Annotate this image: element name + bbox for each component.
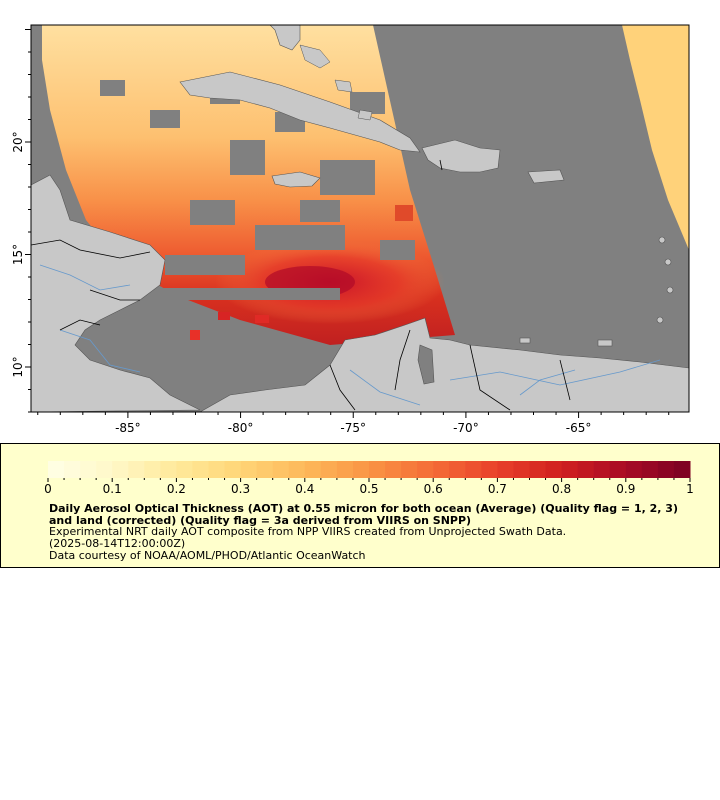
colorbar-swatches <box>48 461 691 478</box>
aot-pixel <box>255 315 269 323</box>
colorbar-tick-label: 0.3 <box>231 482 250 496</box>
country-borders <box>31 159 571 411</box>
map-plot-area <box>31 25 689 412</box>
colorbar-swatch <box>96 461 113 478</box>
colorbar-swatch <box>240 461 258 478</box>
legend-panel: 0 0.1 0.2 0.3 0.4 0.5 0.6 0.7 0.8 0.9 1 Daily Aero… <box>0 443 720 568</box>
colorbar-tick-label: 0 <box>44 482 52 496</box>
land <box>31 71 689 412</box>
colorbar-tick-label: 0.6 <box>424 482 443 496</box>
colorbar-swatch <box>80 461 97 478</box>
land-lake-maracaibo <box>417 344 435 385</box>
latitude-axis: 20° 15° 10° <box>11 29 31 413</box>
colorbar-swatch <box>561 461 579 478</box>
no-data-gaps <box>100 80 415 300</box>
land-bahamas <box>299 44 373 121</box>
colorbar-swatch <box>449 461 466 478</box>
colorbar-swatch <box>208 461 226 478</box>
longitude-label: -80° <box>228 421 254 435</box>
colorbar-swatch <box>112 461 129 478</box>
colorbar-tick-label: 0.7 <box>488 482 507 496</box>
land-island <box>597 339 613 347</box>
colorbar-tick-label: 0.1 <box>103 482 122 496</box>
land-central-america <box>31 174 201 412</box>
viirs-swath-east <box>622 25 689 250</box>
land-island <box>666 286 674 294</box>
colorbar-swatch <box>529 461 547 478</box>
colorbar-swatch <box>385 461 402 478</box>
colorbar-swatch <box>272 461 290 478</box>
colorbar-swatch <box>128 461 145 478</box>
land-island <box>664 258 672 266</box>
colorbar-swatch <box>577 461 595 478</box>
map-figure: -85° -80° -75° -70° -65° 20° 15° 10° <box>11 24 690 435</box>
land-hispaniola <box>421 139 501 173</box>
longitude-label: -85° <box>115 421 141 435</box>
legend-description: Experimental NRT daily AOT composite fro… <box>49 525 567 538</box>
colorbar-tick-label: 0.8 <box>552 482 571 496</box>
colorbar-tick-label: 0.9 <box>616 482 635 496</box>
colorbar-swatch <box>336 461 354 478</box>
legend-credit: Data courtesy of NOAA/AOML/PHOD/Atlantic… <box>49 549 366 562</box>
longitude-label: -70° <box>453 421 479 435</box>
colorbar-swatch <box>176 461 193 478</box>
land-cuba <box>179 71 421 153</box>
colorbar-swatch <box>433 461 450 478</box>
colorbar-swatch <box>48 461 65 478</box>
colorbar-swatch <box>192 461 209 478</box>
colorbar-swatch <box>593 461 611 478</box>
colorbar-swatch <box>513 461 530 478</box>
colorbar-swatch <box>304 461 322 478</box>
colorbar-tick-label: 1 <box>686 482 694 496</box>
colorbar-ticks: 0 0.1 0.2 0.3 0.4 0.5 0.6 0.7 0.8 0.9 1 <box>44 478 694 496</box>
colorbar-swatch <box>545 461 563 478</box>
colorbar-swatch <box>609 461 627 478</box>
colorbar-swatch <box>144 461 161 478</box>
land-island <box>656 316 664 324</box>
colorbar-swatch <box>625 461 643 478</box>
colorbar-swatch <box>160 461 177 478</box>
longitude-axis: -85° -80° -75° -70° -65° <box>37 412 670 435</box>
land-jamaica <box>271 171 321 188</box>
latitude-label: 10° <box>11 356 25 377</box>
colorbar-swatch <box>320 461 338 478</box>
colorbar-tick-label: 0.5 <box>359 482 378 496</box>
colorbar-tick-label: 0.4 <box>295 482 314 496</box>
land-us-gulf-coast <box>269 25 301 51</box>
colorbar-swatch <box>224 461 242 478</box>
colorbar-swatch <box>288 461 306 478</box>
colorbar-swatch <box>352 461 370 478</box>
longitude-label: -75° <box>340 421 366 435</box>
colorbar-tick-label: 0.2 <box>167 482 186 496</box>
colorbar-swatch <box>401 461 418 478</box>
colorbar-swatch <box>641 461 659 478</box>
colorbar: 0 0.1 0.2 0.3 0.4 0.5 0.6 0.7 0.8 0.9 1 <box>44 461 694 496</box>
latitude-label: 15° <box>11 244 25 265</box>
colorbar-swatch <box>465 461 482 478</box>
aot-pixel <box>218 312 230 320</box>
land-puerto-rico <box>527 169 565 184</box>
aot-pixel <box>190 330 200 340</box>
map-frame <box>30 24 690 413</box>
aot-map: -85° -80° -75° -70° -65° 20° 15° 10° <box>11 24 690 435</box>
colorbar-swatch <box>417 461 434 478</box>
colorbar-swatch <box>481 461 498 478</box>
colorbar-swatch <box>657 461 675 478</box>
land-island <box>519 337 531 344</box>
aot-pixel <box>395 205 413 221</box>
colorbar-swatch <box>497 461 514 478</box>
colorbar-swatch <box>64 461 81 478</box>
colorbar-swatch <box>369 461 386 478</box>
colorbar-swatch <box>673 461 691 478</box>
latitude-label: 20° <box>11 131 25 152</box>
legend-title: Daily Aerosol Optical Thickness (AOT) at… <box>49 502 678 527</box>
colorbar-swatch <box>256 461 274 478</box>
land-island <box>658 236 666 244</box>
legend-timestamp: (2025-08-14T12:00:00Z) <box>49 537 186 550</box>
longitude-label: -65° <box>566 421 592 435</box>
